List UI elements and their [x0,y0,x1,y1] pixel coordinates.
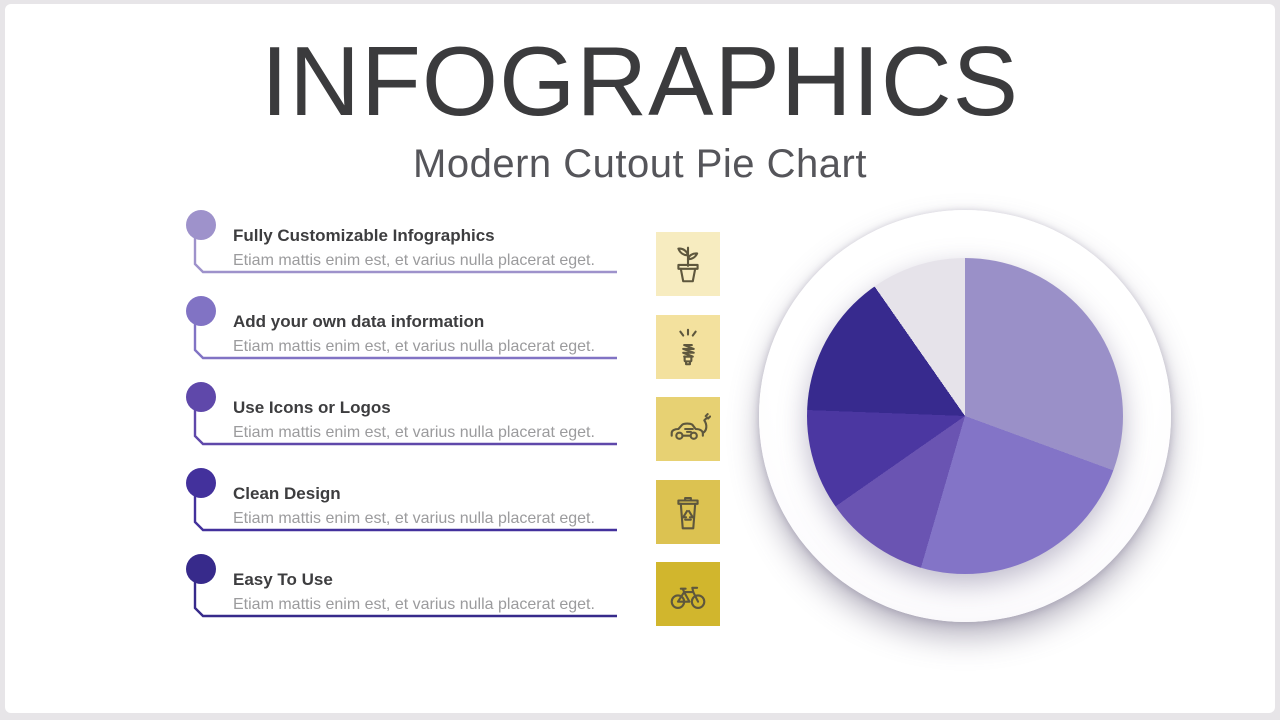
connector-line [193,236,617,274]
list-item-desc: Etiam mattis enim est, et varius nulla p… [233,596,595,614]
list-item-text: Add your own data information Etiam matt… [233,311,625,358]
icon-tile [656,314,720,379]
pie [807,258,1123,574]
icon-tile [656,397,720,461]
feature-list: Fully Customizable Infographics Etiam ma… [186,208,626,638]
list-item-title: Clean Design [233,484,341,503]
list-item-text: Use Icons or Logos Etiam mattis enim est… [233,397,625,444]
bicycle-icon [670,586,706,609]
list-item-desc: Etiam mattis enim est, et varius nulla p… [233,338,595,356]
recycle-bin-icon [677,496,699,529]
list-item: Clean Design Etiam mattis enim est, et v… [186,466,626,552]
plant-pot-icon [677,246,699,283]
list-item: Easy To Use Etiam mattis enim est, et va… [186,552,626,638]
bullet-dot [186,210,216,240]
list-item: Use Icons or Logos Etiam mattis enim est… [186,380,626,466]
list-item-title: Use Icons or Logos [233,398,391,417]
bullet-dot [186,554,216,584]
list-item-desc: Etiam mattis enim est, et varius nulla p… [233,424,595,442]
bullet-dot [186,296,216,326]
list-item-text: Fully Customizable Infographics Etiam ma… [233,225,625,272]
list-item-title: Fully Customizable Infographics [233,226,495,245]
pie-chart [759,210,1171,622]
connector-line [193,408,617,446]
page-subtitle: Modern Cutout Pie Chart [413,142,867,186]
icon-tile [656,232,720,296]
slide: INFOGRAPHICS Modern Cutout Pie Chart Ful… [5,4,1275,713]
list-item: Add your own data information Etiam matt… [186,294,626,380]
page-title: INFOGRAPHICS [261,26,1019,136]
bullet-dot [186,382,216,412]
connector-line [193,494,617,532]
icon-column [656,232,720,626]
icon-tile [656,562,720,626]
cfl-bulb-icon [679,328,697,365]
list-item-desc: Etiam mattis enim est, et varius nulla p… [233,252,595,270]
icon-tile [656,479,720,544]
list-item-desc: Etiam mattis enim est, et varius nulla p… [233,510,595,528]
list-item-title: Add your own data information [233,312,485,331]
connector-line [193,580,617,618]
electric-car-icon [670,413,711,440]
list-item-title: Easy To Use [233,570,333,589]
list-item: Fully Customizable Infographics Etiam ma… [186,208,626,294]
list-item-text: Clean Design Etiam mattis enim est, et v… [233,483,625,530]
list-item-text: Easy To Use Etiam mattis enim est, et va… [233,569,625,616]
bullet-dot [186,468,216,498]
connector-line [193,322,617,360]
